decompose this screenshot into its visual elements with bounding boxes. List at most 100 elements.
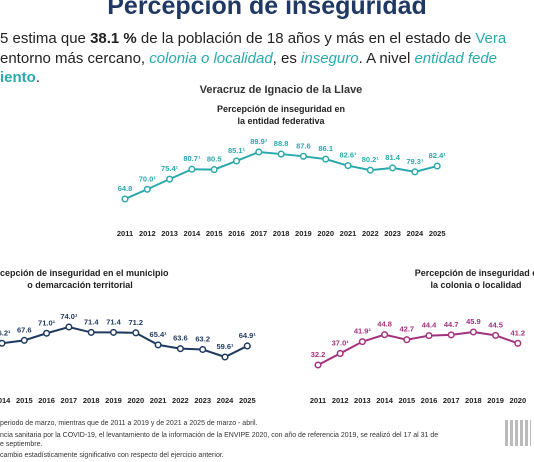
text-line: entorno más cercano, colonia o localidad… bbox=[0, 50, 497, 67]
series-line bbox=[1, 325, 248, 359]
point bbox=[447, 331, 455, 339]
value-label: 80.7¹ bbox=[183, 154, 201, 163]
point bbox=[210, 166, 218, 174]
value-label: 89.9¹ bbox=[250, 137, 268, 146]
x-tick-label: 2025 bbox=[429, 229, 446, 238]
text: de la población de 18 años y más en el e… bbox=[136, 30, 476, 47]
x-tick-label: 2016 bbox=[421, 396, 438, 405]
point bbox=[381, 331, 389, 339]
value-label: 79.3¹ bbox=[406, 157, 424, 166]
point bbox=[166, 175, 174, 183]
value-label: 63.2 bbox=[195, 335, 210, 344]
point bbox=[322, 155, 330, 163]
value-label: 41.9¹ bbox=[354, 327, 372, 336]
x-tick-label: 2013 bbox=[161, 229, 178, 238]
x-tick-label: 2014 bbox=[184, 229, 202, 238]
point bbox=[43, 329, 51, 337]
chart-subtitle: o demarcación territorial bbox=[27, 280, 133, 290]
value-label: 63.6 bbox=[173, 334, 188, 343]
text-line: 5 estima que 38.1 % de la población de 1… bbox=[0, 30, 506, 47]
x-tick-label: 2017 bbox=[250, 229, 267, 238]
value-label: 44.7 bbox=[444, 320, 459, 329]
point bbox=[314, 361, 322, 369]
point bbox=[389, 164, 397, 172]
point bbox=[366, 166, 374, 174]
x-tick-label: 2020 bbox=[127, 396, 144, 405]
x-tick-label: 2016 bbox=[228, 229, 245, 238]
x-tick-label: 2020 bbox=[317, 229, 334, 238]
chart-subtitle: la entidad federativa bbox=[237, 116, 325, 126]
value-label: 37.0¹ bbox=[332, 338, 350, 347]
x-tick-label: 2025 bbox=[239, 396, 256, 405]
value-label: 44.5 bbox=[488, 320, 503, 329]
point bbox=[65, 323, 73, 331]
value-label: 41.2 bbox=[510, 328, 525, 337]
point bbox=[154, 341, 162, 349]
value-label: 67.6 bbox=[17, 325, 32, 334]
point bbox=[255, 148, 263, 156]
point bbox=[20, 336, 28, 344]
point bbox=[277, 150, 285, 158]
text: iento bbox=[0, 69, 36, 86]
x-tick-label: 2023 bbox=[384, 229, 401, 238]
text: entorno más cercano, bbox=[0, 50, 150, 67]
point bbox=[188, 165, 196, 173]
value-label: 64.8 bbox=[118, 184, 133, 193]
text: entidad fede bbox=[414, 50, 498, 67]
point bbox=[492, 331, 500, 339]
point bbox=[469, 328, 477, 336]
x-tick-label: 2021 bbox=[150, 396, 167, 405]
footnote: periodo de marzo, mientras que de 2011 a… bbox=[0, 420, 258, 427]
value-label: 32.2 bbox=[311, 350, 326, 359]
value-label: 71.4 bbox=[106, 317, 121, 326]
value-label: 65.4¹ bbox=[150, 330, 168, 339]
text: colonia o localidad bbox=[149, 50, 273, 67]
value-label: 82.4¹ bbox=[429, 151, 447, 160]
value-label: 88.8 bbox=[274, 139, 289, 148]
logo bbox=[505, 420, 531, 446]
value-label: 45.9 bbox=[466, 317, 481, 326]
x-tick-label: 2018 bbox=[83, 396, 100, 405]
x-tick-label: 2011 bbox=[310, 396, 326, 405]
x-tick-label: 2024 bbox=[407, 229, 425, 238]
value-label: 70.0¹ bbox=[139, 174, 157, 183]
value-label: 71.2 bbox=[128, 318, 143, 327]
value-label: 75.4¹ bbox=[161, 164, 179, 173]
point bbox=[514, 339, 522, 347]
point bbox=[221, 353, 229, 361]
point bbox=[403, 336, 411, 344]
point bbox=[299, 152, 307, 160]
value-label: 86.1 bbox=[318, 144, 333, 153]
x-tick-label: 2012 bbox=[332, 396, 349, 405]
text: Vera bbox=[475, 30, 507, 47]
value-label: 74.0¹ bbox=[60, 312, 78, 321]
slide-title: Percepción de inseguridad bbox=[107, 0, 427, 20]
value-label: 82.6¹ bbox=[339, 151, 357, 160]
x-tick-label: 2018 bbox=[273, 229, 290, 238]
chart-subtitle: Percepción de inseguridad en bbox=[217, 104, 345, 114]
point bbox=[232, 157, 241, 165]
text: inseguro bbox=[301, 50, 359, 67]
x-tick-label: 2015 bbox=[16, 396, 33, 405]
point bbox=[336, 349, 344, 357]
value-label: 71.4 bbox=[84, 317, 99, 326]
value-label: 80.2¹ bbox=[362, 155, 380, 164]
x-tick-label: 2018 bbox=[465, 396, 482, 405]
text-line: iento. bbox=[0, 69, 40, 86]
value-label: 81.4 bbox=[385, 153, 400, 162]
value-label: 71.0¹ bbox=[38, 318, 56, 327]
x-tick-label: 2017 bbox=[443, 396, 460, 405]
point bbox=[358, 338, 366, 346]
value-label: 42.7 bbox=[399, 325, 414, 334]
x-tick-label: 2021 bbox=[340, 229, 357, 238]
point bbox=[143, 185, 151, 193]
x-tick-label: 2014 bbox=[376, 396, 394, 405]
point bbox=[132, 329, 140, 337]
x-tick-label: 2022 bbox=[172, 396, 189, 405]
point bbox=[433, 162, 441, 170]
x-tick-label: 2015 bbox=[206, 229, 223, 238]
value-label: 85.1¹ bbox=[228, 146, 246, 155]
footnote: cambio estadísticamente significativo co… bbox=[0, 452, 224, 459]
